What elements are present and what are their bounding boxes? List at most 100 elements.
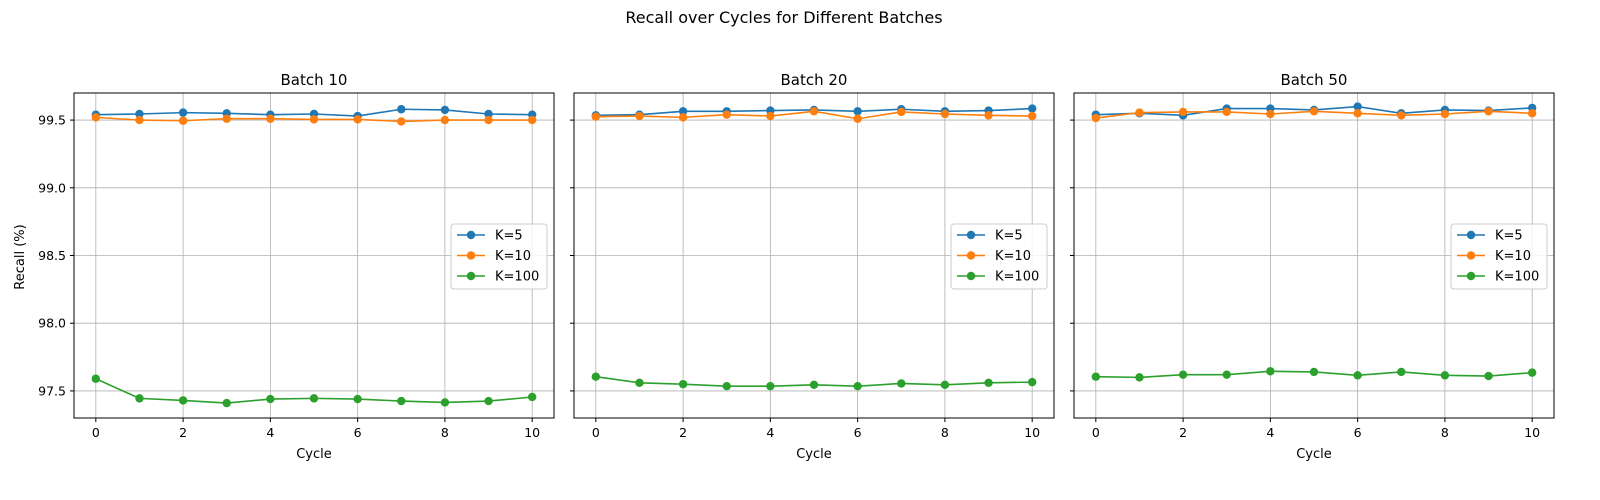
x-tick-label: 6 [854, 425, 862, 440]
data-point [897, 107, 906, 117]
x-axis-label: Cycle [796, 447, 832, 462]
y-axis-label: Recall (%) [13, 224, 28, 289]
data-point [135, 394, 144, 403]
data-point [91, 113, 101, 122]
data-point [484, 396, 493, 406]
data-point [178, 108, 188, 117]
data-point [266, 394, 275, 404]
data-point [591, 372, 601, 381]
y-tick-label: 97.5 [38, 383, 66, 398]
legend-label: K=10 [995, 249, 1031, 264]
x-axis-label: Cycle [296, 447, 332, 462]
data-point [766, 381, 775, 391]
x-tick-label: 2 [179, 425, 187, 440]
data-point [984, 111, 993, 120]
legend-box [950, 223, 1048, 290]
legend-marker [1466, 251, 1476, 260]
x-tick-label: 6 [354, 425, 362, 440]
data-point [1397, 111, 1406, 120]
data-point [397, 396, 406, 406]
legend: K=5 K=10 K=100 [1450, 223, 1548, 290]
data-point [1353, 102, 1362, 111]
data-point [678, 107, 688, 116]
legend: K=5 K=10 K=100 [450, 223, 548, 290]
x-tick-label: 8 [1441, 425, 1449, 440]
y-tick-label: 99.0 [38, 180, 66, 195]
data-point [353, 115, 362, 124]
y-tick-label: 98.5 [38, 248, 66, 263]
data-point [397, 117, 406, 126]
data-point [1178, 370, 1188, 379]
data-point [1027, 111, 1037, 121]
x-tick-label: 8 [441, 425, 449, 440]
y-tick-label: 98.0 [38, 316, 66, 331]
panel-title: Batch 50 [1281, 71, 1348, 89]
data-point [635, 378, 644, 387]
x-tick-label: 4 [766, 425, 774, 440]
data-point [722, 381, 731, 391]
data-point [853, 114, 862, 123]
data-point [1027, 104, 1037, 113]
legend-box [450, 223, 548, 290]
data-point [722, 110, 731, 119]
data-point [1527, 368, 1537, 377]
data-point [527, 115, 537, 125]
data-point [1091, 372, 1101, 381]
legend-label: K=5 [1495, 229, 1523, 244]
y-tick-label: 99.5 [38, 113, 66, 128]
data-point [91, 374, 101, 383]
data-point [397, 105, 406, 114]
x-tick-label: 4 [1266, 425, 1274, 440]
data-point [309, 115, 319, 124]
data-point [1309, 107, 1319, 116]
data-point [309, 394, 319, 403]
data-point [897, 379, 906, 388]
legend-marker [1466, 230, 1476, 240]
panel-title: Batch 10 [281, 71, 348, 89]
data-point [766, 111, 775, 121]
data-point [940, 380, 950, 390]
legend-marker [1466, 271, 1476, 281]
legend-marker [966, 271, 976, 281]
data-point [1397, 367, 1406, 377]
data-point [809, 107, 819, 116]
data-point [1222, 107, 1231, 117]
data-point [440, 398, 450, 407]
data-point [353, 394, 362, 404]
legend-label: K=5 [495, 229, 523, 244]
legend-label: K=100 [1495, 270, 1539, 285]
x-tick-label: 0 [592, 425, 600, 440]
data-point [527, 392, 537, 402]
data-point [222, 114, 231, 123]
data-point [1440, 371, 1450, 380]
panel-title: Batch 20 [781, 71, 848, 89]
legend-box [1450, 223, 1548, 290]
data-point [266, 114, 275, 123]
chart-panels: 0 2 4 6 8 10 97.5 98.0 98.5 99.0 99.5 Batch 10 Cycle… [38, 71, 1555, 462]
data-point [678, 379, 688, 389]
data-point [1484, 371, 1493, 381]
figure-title: Recall over Cycles for Different Batches [625, 8, 942, 27]
data-point [1222, 370, 1231, 379]
data-point [678, 113, 688, 122]
legend-label: K=100 [495, 270, 539, 285]
data-point [178, 116, 188, 125]
x-tick-label: 10 [1524, 425, 1540, 440]
x-tick-label: 0 [1092, 425, 1100, 440]
data-point [809, 380, 819, 390]
data-point [440, 105, 450, 115]
legend-marker [966, 251, 976, 260]
data-point [484, 109, 493, 119]
data-point [1135, 108, 1144, 117]
legend: K=5 K=10 K=100 [950, 223, 1048, 290]
data-point [135, 109, 144, 119]
data-point [853, 381, 862, 391]
data-point [1266, 367, 1275, 376]
data-point [222, 398, 231, 408]
data-point [591, 112, 601, 121]
legend-label: K=5 [995, 229, 1023, 244]
data-point [1353, 371, 1362, 380]
legend-marker [466, 251, 476, 260]
data-point [1135, 373, 1144, 382]
